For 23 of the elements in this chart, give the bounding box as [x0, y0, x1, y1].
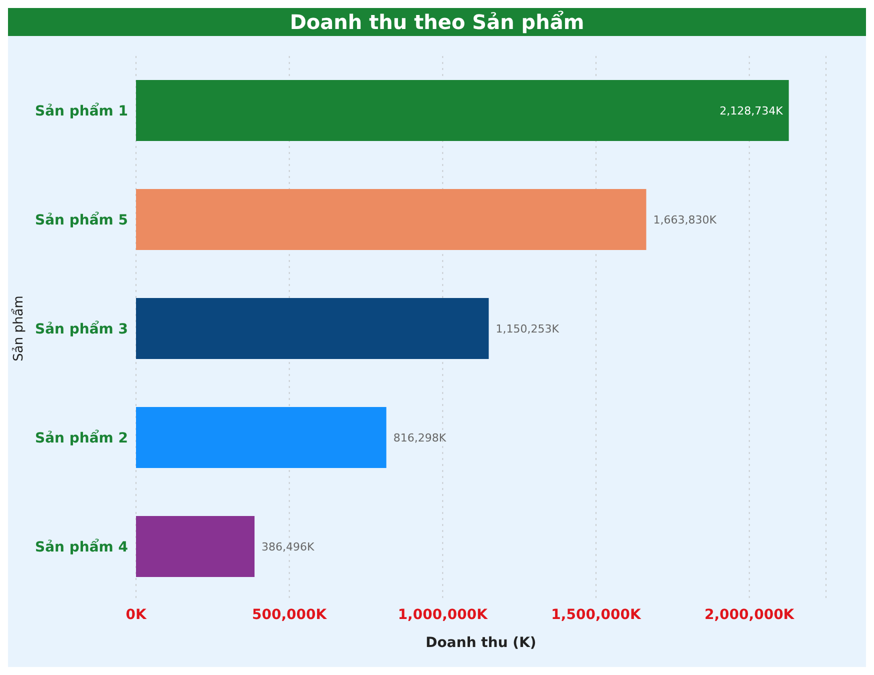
bar	[136, 188, 646, 250]
data-label: 1,663,830K	[653, 213, 718, 226]
data-label: 1,150,253K	[496, 322, 560, 336]
data-label: 2,128,734K	[720, 104, 784, 118]
data-label: 386,496K	[262, 540, 316, 554]
data-label: 816,298K	[393, 431, 447, 444]
y-tick-label: Sản phẩm 4	[34, 538, 128, 556]
bar	[136, 298, 489, 359]
y-tick-label: Sản phẩm 1	[34, 102, 128, 120]
x-tick-label: 0K	[126, 606, 148, 623]
x-tick-label: 1,500,000K	[551, 606, 642, 623]
y-tick-label: Sản phẩm 2	[34, 429, 128, 446]
y-tick-label: Sản phẩm 3	[34, 320, 128, 338]
bar	[136, 516, 255, 577]
chart-title: Doanh thu theo Sản phẩm	[8, 8, 866, 36]
x-axis-title: Doanh thu (K)	[426, 635, 536, 651]
y-tick-label: Sản phẩm 5	[34, 211, 128, 228]
x-tick-label: 1,000,000K	[398, 606, 489, 623]
x-tick-label: 500,000K	[252, 606, 328, 623]
bar	[136, 80, 789, 141]
y-axis-title: Sản phẩm	[10, 296, 27, 362]
x-tick-label: 2,000,000K	[704, 606, 796, 623]
bar	[136, 406, 386, 468]
